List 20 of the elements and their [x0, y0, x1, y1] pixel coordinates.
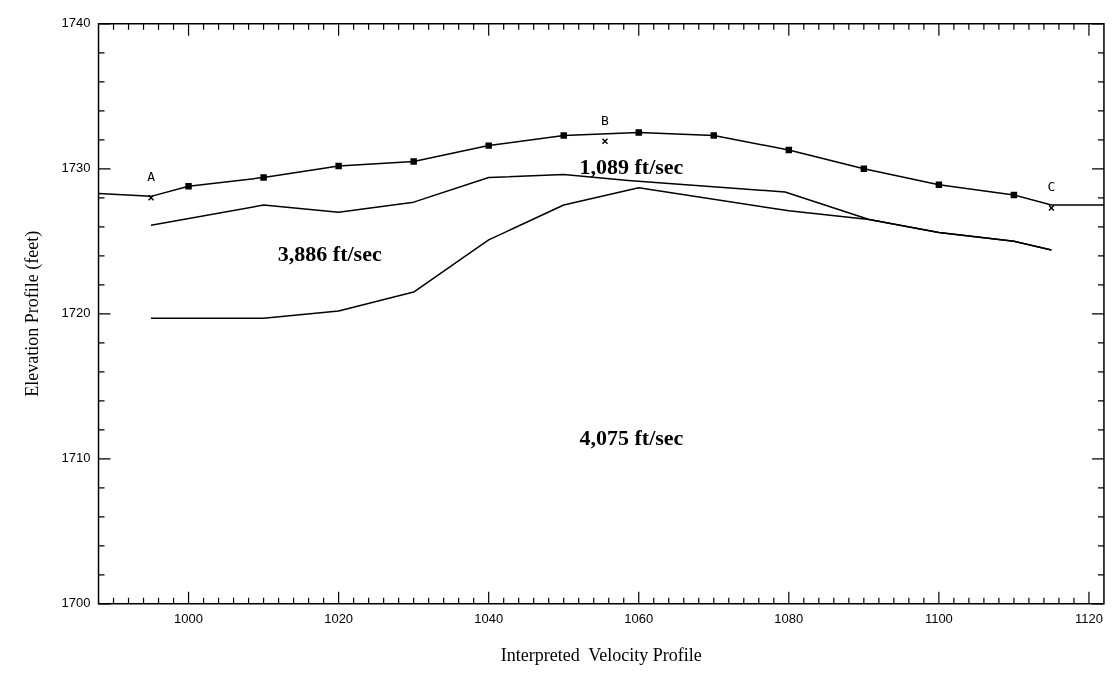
y-tick-label: 1740 — [61, 15, 91, 31]
annotation: 3,886 ft/sec — [277, 241, 382, 267]
x-tick-label: 1080 — [774, 611, 804, 627]
x-axis-title: Interpreted Velocity Profile — [500, 644, 702, 665]
y-axis-title: Elevation Profile (feet) — [21, 230, 43, 397]
annotation: B — [601, 112, 610, 128]
y-tick-label: 1700 — [61, 595, 91, 611]
y-tick-label: 1710 — [61, 450, 91, 466]
x-tick-label: 1060 — [624, 611, 654, 627]
annotation: C — [1047, 179, 1056, 195]
annotation: 1,089 ft/sec — [579, 154, 684, 180]
x-tick-label: 1020 — [324, 611, 354, 627]
annotation: A — [147, 169, 156, 185]
annotation: 4,075 ft/sec — [579, 424, 684, 450]
y-tick-label: 1730 — [61, 160, 91, 176]
x-tick-label: 1000 — [174, 611, 204, 627]
y-tick-label: 1720 — [61, 305, 91, 321]
x-tick-label: 1040 — [474, 611, 504, 627]
x-tick-label: 1120 — [1074, 611, 1103, 627]
x-tick-label: 1100 — [924, 611, 953, 627]
